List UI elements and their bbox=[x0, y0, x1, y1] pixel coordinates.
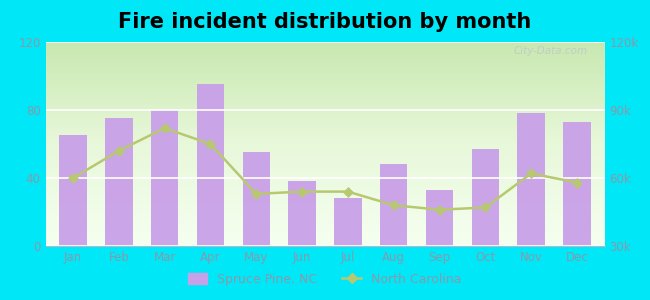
Bar bbox=[426, 190, 453, 246]
Bar bbox=[564, 122, 591, 246]
Bar bbox=[334, 198, 361, 246]
Bar bbox=[472, 149, 499, 246]
Bar bbox=[59, 136, 86, 246]
Bar bbox=[151, 110, 178, 246]
Bar bbox=[105, 118, 133, 246]
Bar bbox=[197, 85, 224, 246]
Bar bbox=[289, 182, 316, 246]
Bar bbox=[380, 164, 408, 246]
Text: City-Data.com: City-Data.com bbox=[514, 46, 588, 56]
Text: Fire incident distribution by month: Fire incident distribution by month bbox=[118, 12, 532, 32]
Bar bbox=[517, 113, 545, 246]
Bar bbox=[242, 152, 270, 246]
Legend: Spruce Pine, NC, North Carolina: Spruce Pine, NC, North Carolina bbox=[183, 268, 467, 291]
